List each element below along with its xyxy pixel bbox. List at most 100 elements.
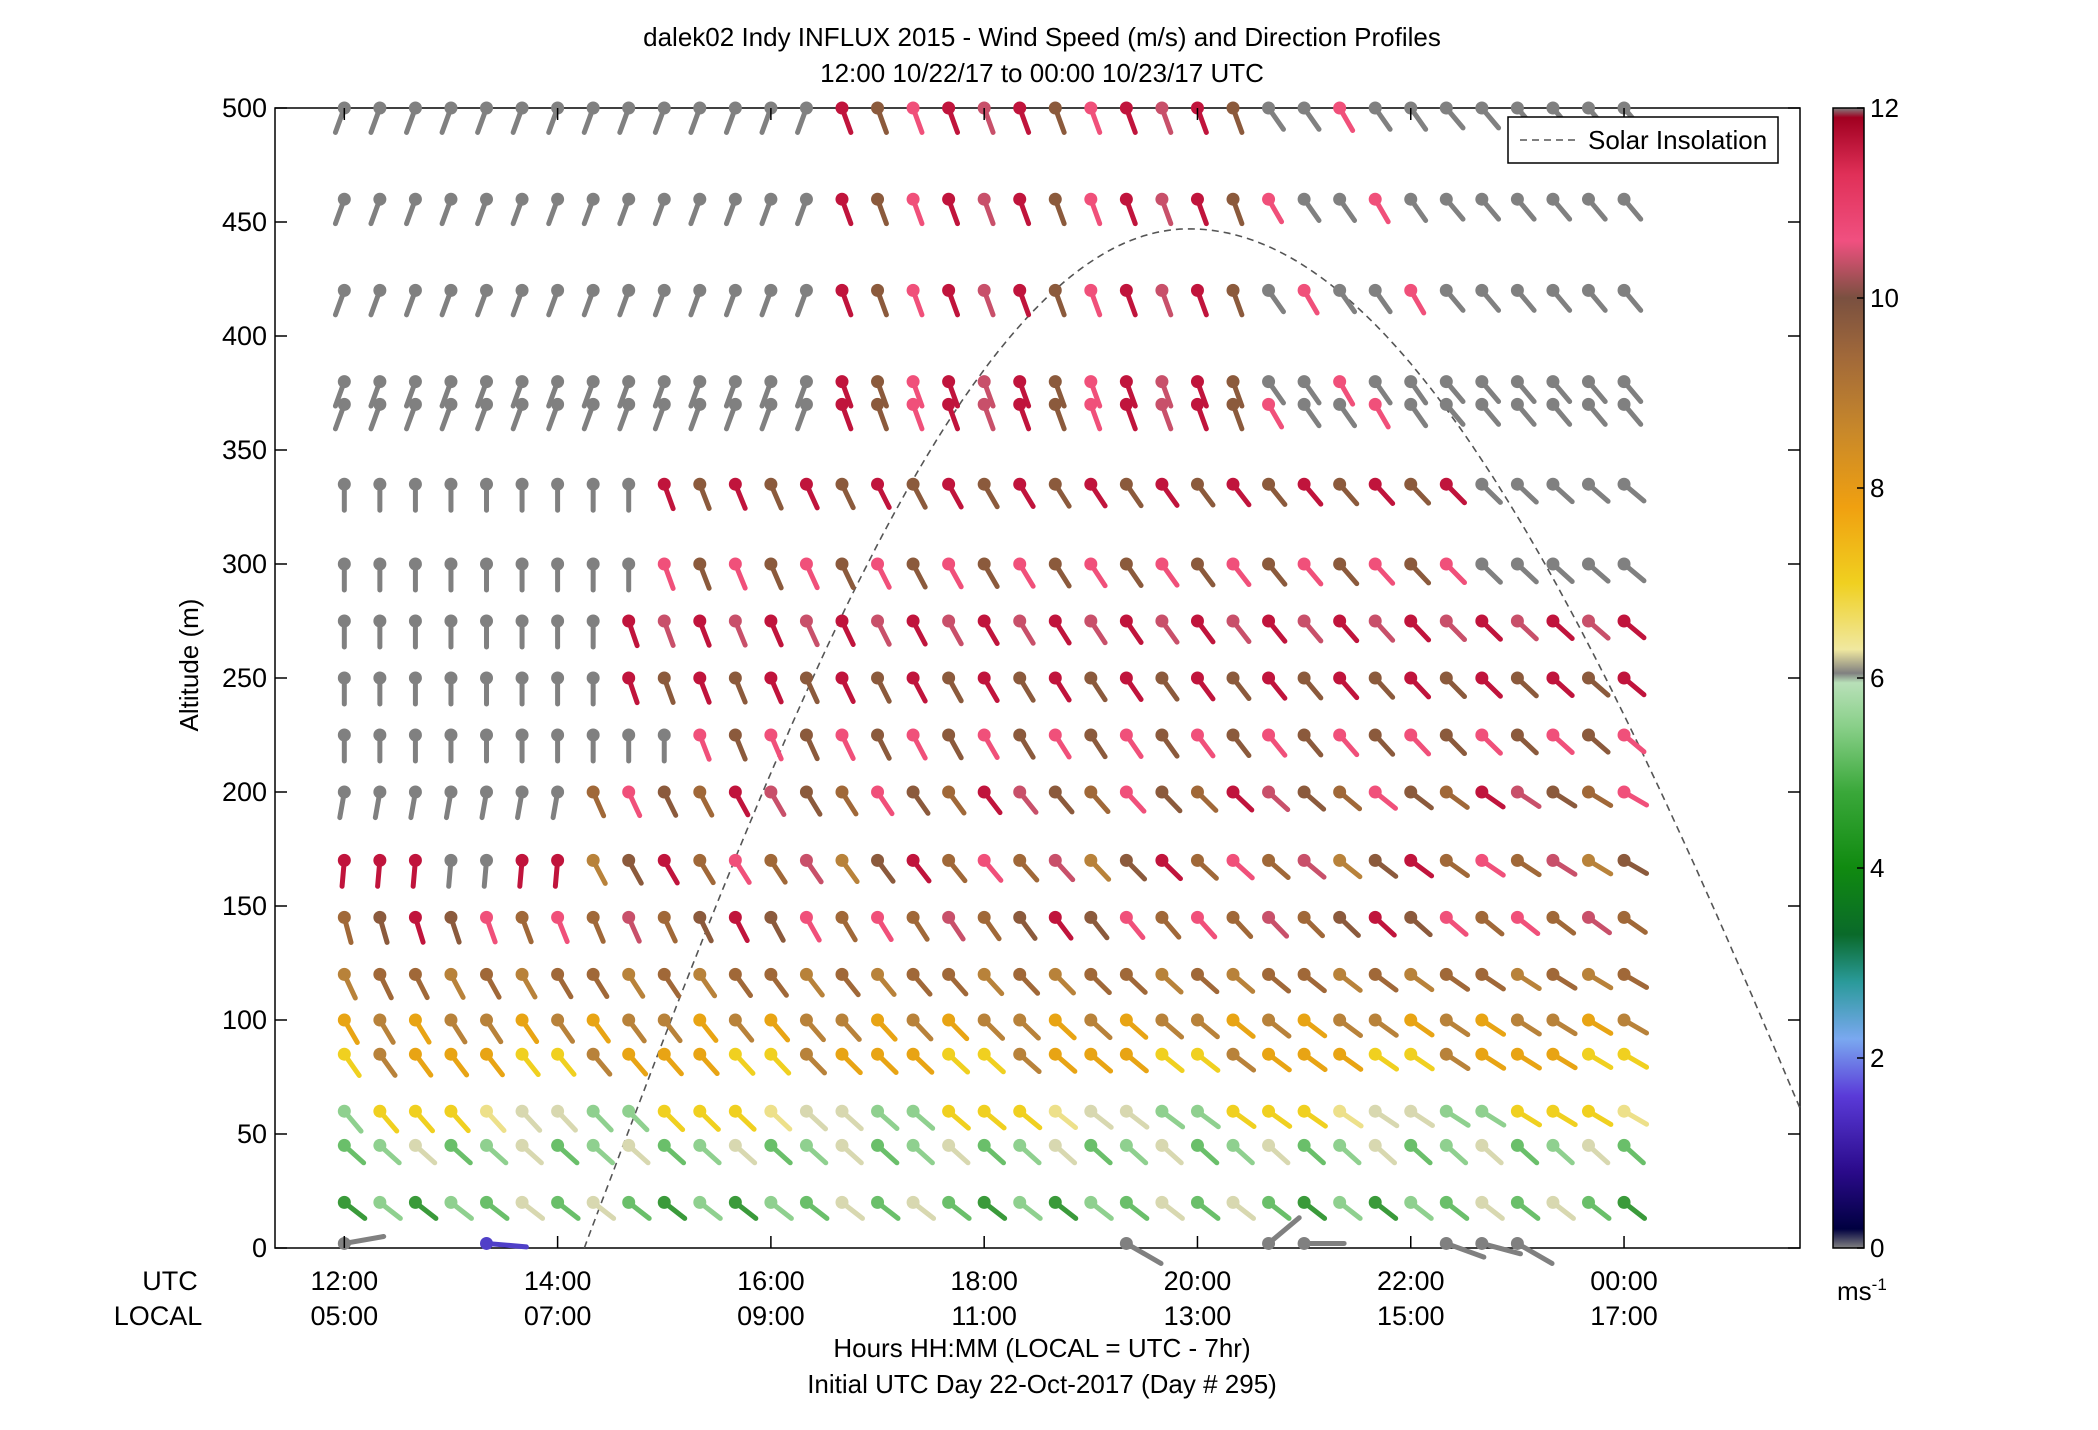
wind-barb	[546, 375, 565, 409]
wind-barb	[1546, 728, 1575, 755]
wind-barb	[1439, 1138, 1469, 1166]
wind-barb	[1048, 1104, 1079, 1131]
wind-barb	[977, 1195, 1008, 1221]
wind-barb-head	[728, 1104, 742, 1118]
x-tick-label-utc: 14:00	[524, 1266, 592, 1296]
wind-barb-head	[551, 853, 565, 867]
wind-barb-head	[871, 477, 885, 491]
wind-barb-head	[1510, 910, 1524, 924]
wind-barb-head	[1262, 614, 1276, 628]
wind-barb	[1333, 1047, 1364, 1072]
wind-barb	[510, 397, 529, 432]
wind-barb	[728, 614, 748, 648]
wind-barb-head	[1190, 192, 1204, 206]
wind-barb-head	[1439, 101, 1453, 115]
wind-barb-head	[1190, 477, 1204, 491]
wind-barb-head	[1510, 283, 1524, 297]
wind-barb-head	[586, 101, 600, 115]
wind-barb-head	[799, 671, 813, 685]
wind-barb-head	[1617, 910, 1631, 924]
wind-barb	[1404, 101, 1429, 132]
wind-barb	[723, 192, 742, 227]
wind-barb-head	[977, 1013, 991, 1027]
wind-barb-head	[1439, 1138, 1453, 1152]
wind-barb-head	[1475, 397, 1489, 411]
wind-barb-head	[977, 671, 991, 685]
wind-barb-head	[1475, 728, 1489, 742]
wind-barb-head	[906, 853, 920, 867]
wind-barb	[1155, 1047, 1185, 1074]
wind-barb-shaft	[1443, 1240, 1487, 1260]
wind-barb-head	[1013, 1104, 1027, 1118]
wind-barb-head	[657, 557, 671, 571]
solar-insolation-line	[583, 228, 1801, 1249]
wind-barb	[373, 1104, 400, 1134]
wind-barb	[581, 283, 600, 318]
wind-barb-head	[942, 101, 956, 115]
wind-barb-head	[835, 728, 849, 742]
wind-barb-head	[1297, 101, 1311, 115]
wind-barb	[1546, 671, 1575, 698]
wind-barb-head	[1190, 728, 1204, 742]
wind-barb	[942, 192, 961, 227]
wind-barb	[408, 728, 422, 764]
wind-barb-head	[942, 1195, 956, 1209]
wind-barb	[1084, 1104, 1114, 1130]
wind-barb-head	[693, 375, 707, 389]
wind-barb	[977, 557, 1000, 590]
wind-barb-ground	[1119, 1236, 1164, 1266]
wind-barb-head	[728, 557, 742, 571]
wind-barb-head	[444, 1047, 458, 1061]
wind-barb	[1581, 853, 1614, 877]
wind-barb	[1333, 671, 1360, 701]
wind-barb	[693, 967, 718, 999]
wind-barb	[1617, 375, 1644, 405]
wind-barb-head	[977, 375, 991, 389]
wind-barb	[1084, 477, 1108, 509]
wind-barb	[1013, 1104, 1043, 1131]
wind-barb-head	[1262, 853, 1276, 867]
wind-barb	[799, 1138, 829, 1166]
wind-barb-head	[693, 853, 707, 867]
wind-barb	[480, 477, 494, 513]
wind-barb-head	[871, 101, 885, 115]
wind-barb-head	[480, 1047, 494, 1061]
wind-barb-head	[1439, 375, 1453, 389]
wind-barb	[1190, 1013, 1220, 1040]
wind-barb	[1510, 853, 1542, 878]
wind-barb	[622, 853, 644, 886]
wind-barb	[1048, 1195, 1079, 1221]
wind-barb	[480, 1195, 510, 1221]
x-tick-label-utc: 12:00	[311, 1266, 379, 1296]
wind-barb	[1119, 397, 1138, 432]
wind-barb	[764, 1138, 793, 1166]
wind-barb-head	[1048, 283, 1062, 297]
wind-barb-head	[871, 1195, 885, 1209]
wind-barb-head	[337, 557, 351, 571]
wind-barb	[1297, 283, 1320, 316]
wind-barb	[799, 557, 820, 591]
wind-barb	[871, 283, 889, 318]
wind-barb	[1297, 375, 1322, 406]
wind-barb	[1510, 192, 1537, 222]
wind-barb	[764, 967, 789, 998]
wind-barb-head	[1475, 614, 1489, 628]
wind-barb-head	[1368, 967, 1382, 981]
colorbar-tick-label: 2	[1870, 1043, 1884, 1073]
wind-barb-head	[480, 397, 494, 411]
wind-barb-head	[1439, 671, 1453, 685]
wind-barb	[1262, 728, 1288, 758]
wind-barb	[1013, 375, 1032, 409]
wind-barb-head	[693, 1195, 707, 1209]
wind-barb-head	[1581, 1104, 1595, 1118]
wind-barb-head	[1084, 785, 1098, 799]
wind-barb	[581, 375, 600, 409]
wind-barb-head	[657, 1013, 671, 1027]
wind-barb-head	[622, 1013, 636, 1027]
wind-barb	[546, 283, 565, 318]
wind-barb	[1119, 853, 1148, 882]
wind-barb	[1439, 728, 1468, 757]
wind-barb	[1262, 397, 1285, 430]
wind-barb	[1368, 557, 1396, 586]
